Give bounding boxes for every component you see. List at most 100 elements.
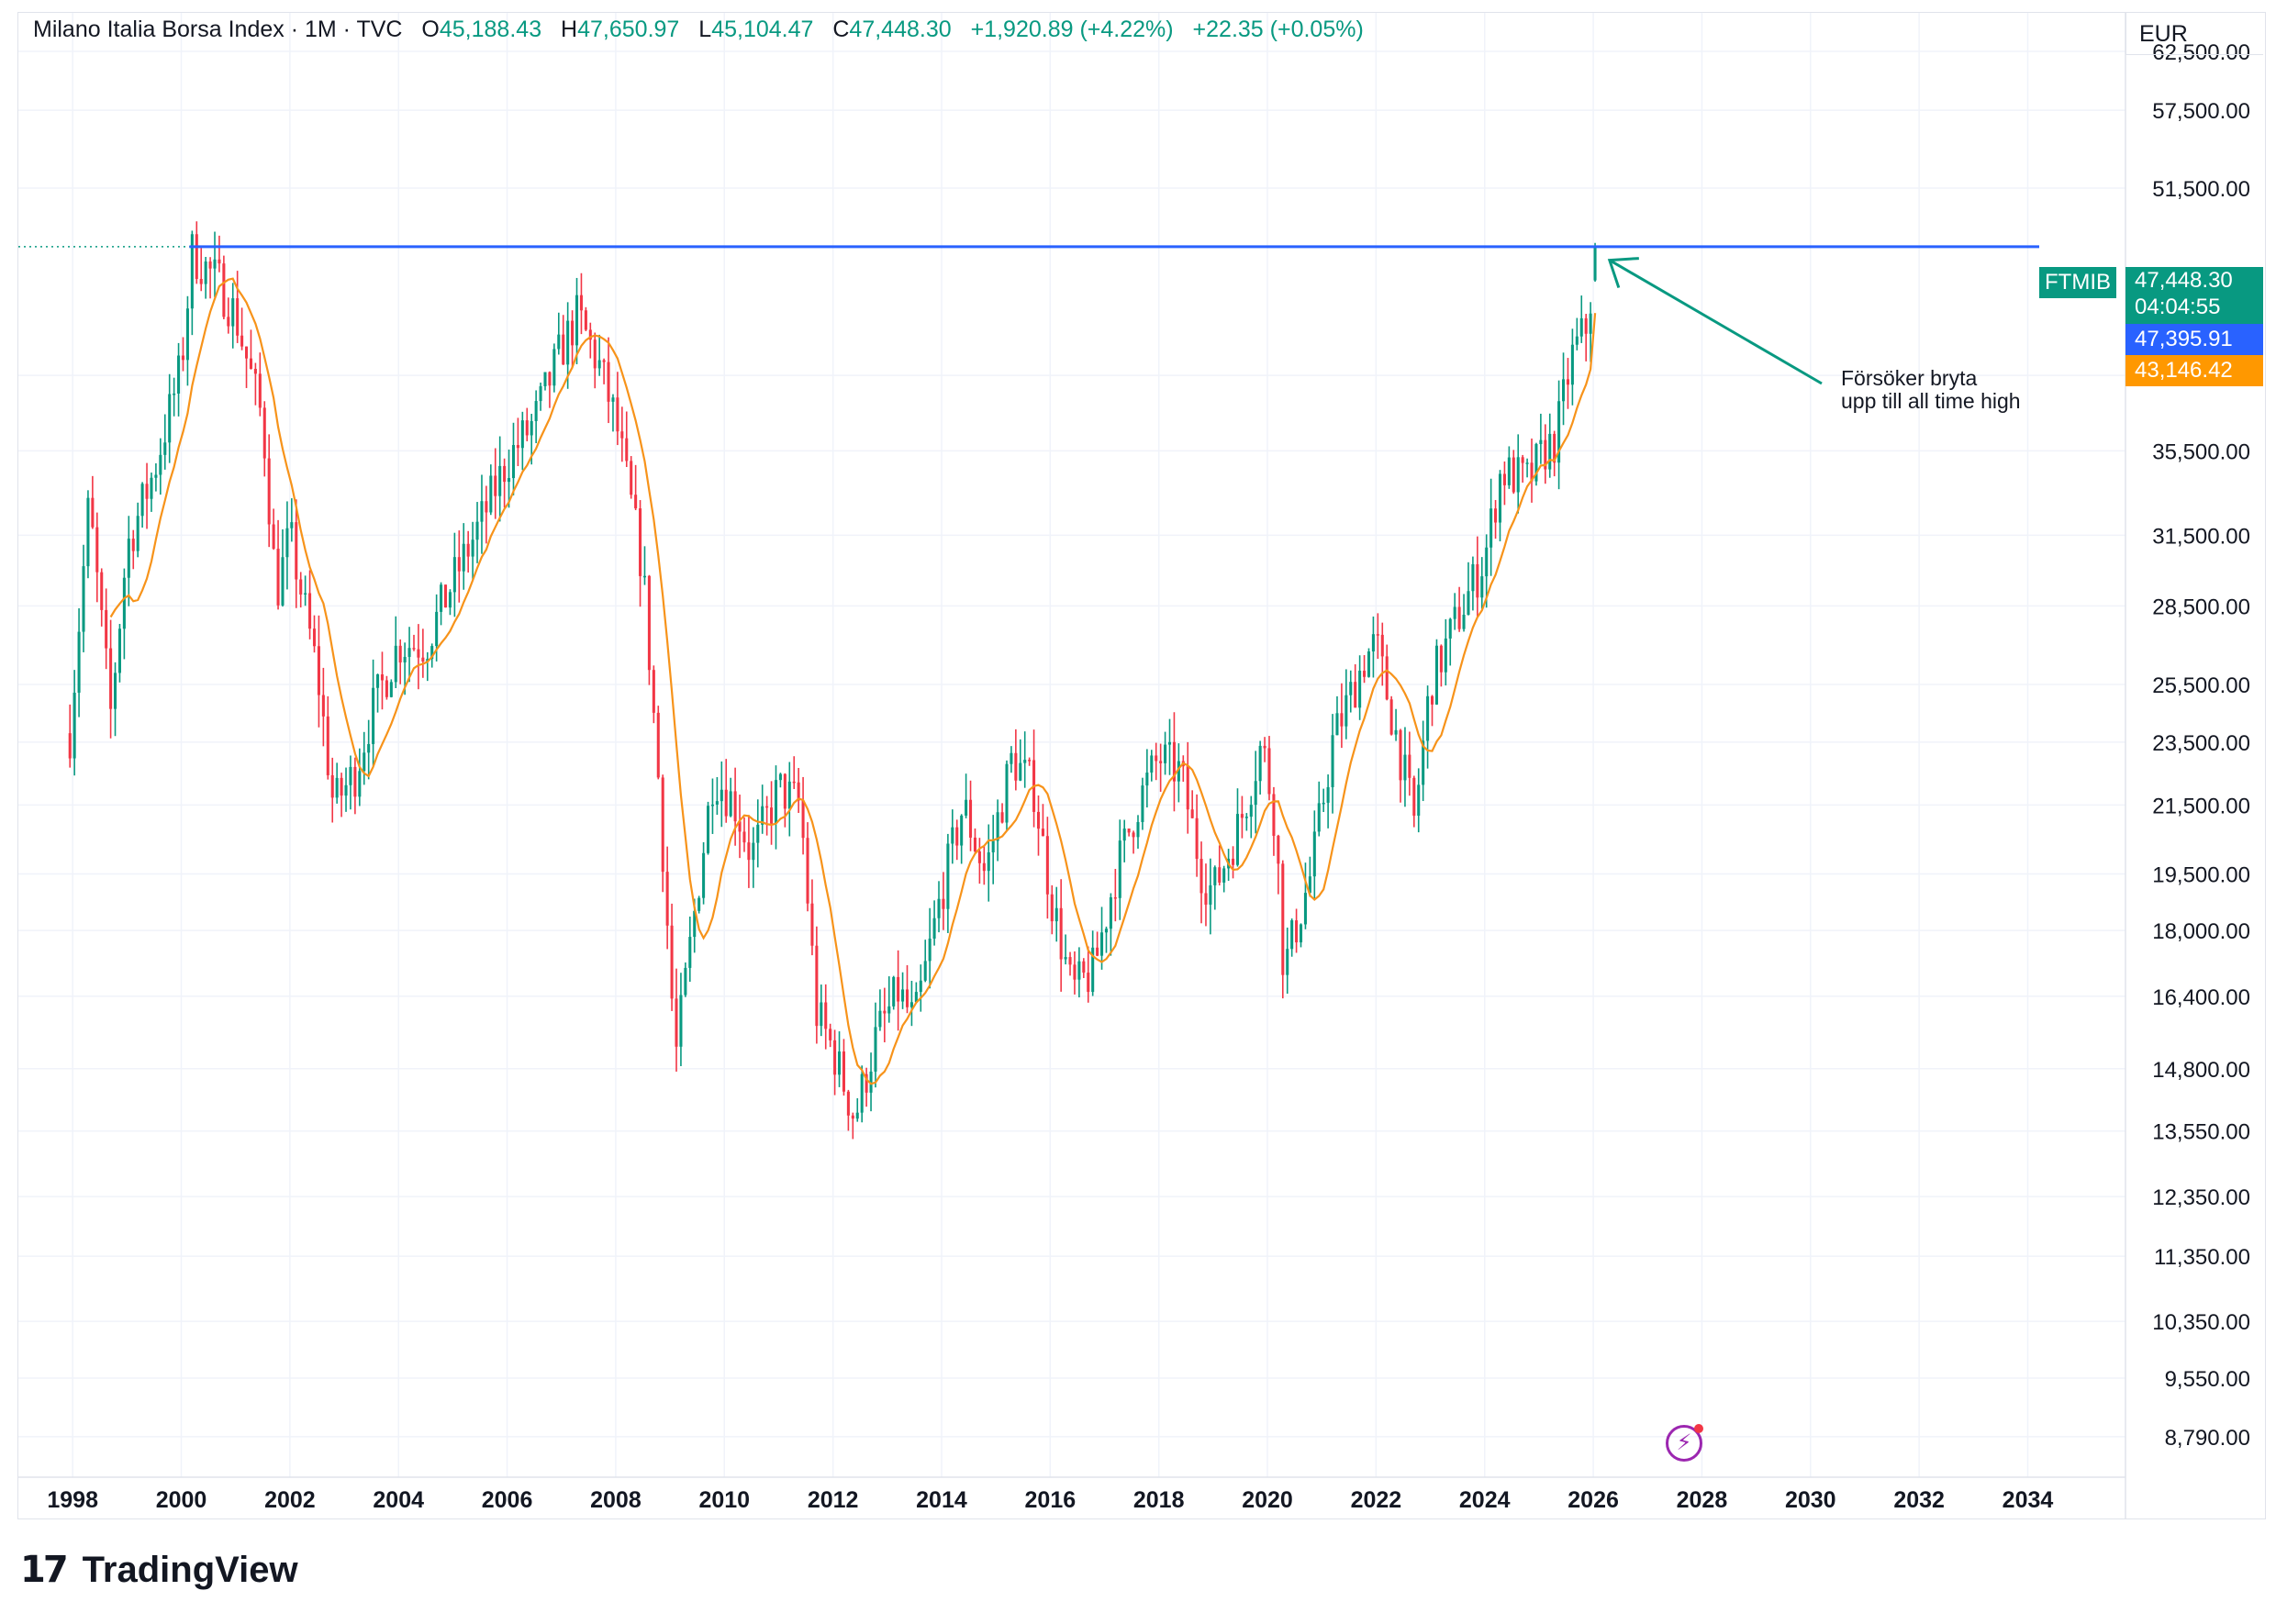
- candle-body: [1444, 638, 1447, 673]
- candle-body: [897, 976, 900, 1002]
- candle-body: [1068, 957, 1072, 965]
- candle-body: [616, 397, 619, 432]
- candle-body: [579, 295, 583, 311]
- candle-body: [1467, 591, 1470, 616]
- candle-body: [190, 234, 194, 309]
- candle-body: [1272, 794, 1276, 836]
- candle-body: [462, 543, 465, 572]
- candle-body: [539, 385, 542, 402]
- candle-body: [1087, 973, 1090, 993]
- candle-body: [380, 674, 385, 681]
- candle-body: [865, 1073, 868, 1093]
- candle-body: [652, 670, 655, 713]
- lightning-icon[interactable]: ⚡: [1666, 1424, 1703, 1462]
- candle-body: [1434, 645, 1438, 705]
- candle-body: [82, 566, 85, 632]
- candle-body: [1439, 645, 1443, 673]
- candle-body: [1498, 473, 1502, 523]
- candle-body: [100, 572, 104, 610]
- candle-body: [253, 369, 257, 374]
- candle-body: [1232, 858, 1235, 865]
- candle-body: [919, 980, 922, 993]
- y-tick-label: 18,000.00: [2152, 919, 2250, 944]
- candle-body: [706, 806, 710, 853]
- candle-body: [95, 527, 99, 573]
- candle-body: [231, 298, 235, 327]
- candle-body: [987, 851, 990, 872]
- candle-body: [588, 329, 592, 340]
- tradingview-logo[interactable]: 17 TradingView: [20, 1549, 298, 1591]
- candle-body: [150, 477, 153, 499]
- tradingview-mark: 17: [20, 1549, 69, 1591]
- candle-body: [185, 308, 189, 361]
- candle-body: [937, 898, 941, 918]
- symbol-title[interactable]: Milano Italia Borsa Index · 1M · TVC: [33, 17, 403, 42]
- candle-body: [607, 362, 610, 402]
- candle-body: [820, 1002, 823, 1027]
- candle-body: [1054, 907, 1058, 922]
- candle-body: [1408, 754, 1411, 778]
- change-value: +1,920.89 (+4.22%): [970, 17, 1174, 42]
- candle-body: [1431, 695, 1434, 705]
- candle-body: [1462, 615, 1466, 629]
- x-tick-label: 2004: [373, 1487, 424, 1513]
- candle-body: [525, 420, 529, 436]
- currency-button[interactable]: EUR: [2125, 13, 2263, 55]
- candle-body: [398, 645, 402, 663]
- candle-body: [996, 812, 999, 841]
- candle-body: [1489, 508, 1493, 548]
- last-price-tag: 47,448.30 04:04:55: [2125, 267, 2263, 324]
- candle-body: [494, 475, 497, 496]
- candle-body: [1570, 344, 1574, 385]
- horizontal-line-tag: 47,395.91: [2125, 324, 2263, 355]
- candle-body: [249, 358, 252, 370]
- candle-body: [630, 461, 633, 495]
- x-tick-label: 2014: [916, 1487, 967, 1513]
- chart-frame[interactable]: [17, 12, 2266, 1519]
- candle-body: [661, 777, 664, 873]
- candle-body: [1100, 932, 1104, 956]
- candle-body: [1557, 401, 1561, 463]
- y-tick-label: 31,500.00: [2152, 524, 2250, 549]
- candle-body: [1204, 893, 1208, 905]
- x-tick-label: 2002: [264, 1487, 316, 1513]
- candle-body: [928, 938, 932, 962]
- close-value: 47,448.30: [849, 17, 952, 42]
- candle-body: [208, 261, 212, 269]
- candle-body: [715, 801, 719, 805]
- candle-body: [1244, 817, 1248, 818]
- candle-body: [656, 712, 660, 778]
- candle-body: [308, 593, 312, 629]
- candle-body: [1326, 786, 1330, 803]
- candle-body: [1548, 433, 1552, 470]
- candle-body: [1340, 713, 1344, 727]
- candle-body: [1367, 651, 1371, 677]
- candle-body: [163, 442, 167, 455]
- candle-body: [977, 851, 981, 863]
- candle-body: [1476, 563, 1479, 598]
- annotation-text[interactable]: Försöker bryta upp till all time high: [1841, 367, 2021, 413]
- candle-body: [1050, 894, 1054, 922]
- candle-body: [639, 508, 642, 576]
- symbol-tag: FTMIB: [2039, 267, 2116, 298]
- candle-body: [1249, 805, 1253, 818]
- countdown-value: 04:04:55: [2135, 295, 2221, 319]
- candle-body: [887, 1006, 891, 1014]
- candle-body: [452, 557, 456, 593]
- candle-body: [1525, 462, 1529, 464]
- candle-body: [430, 646, 434, 660]
- candle-body: [1073, 964, 1077, 980]
- candle-body: [295, 522, 298, 580]
- y-tick-label: 57,500.00: [2152, 99, 2250, 124]
- annotation-line-1: Försöker bryta: [1841, 366, 1978, 390]
- x-tick-label: 2032: [1893, 1487, 1945, 1513]
- candle-body: [765, 806, 769, 808]
- candle-body: [1218, 867, 1222, 883]
- candle-body: [1502, 473, 1506, 485]
- candle-body: [1164, 744, 1167, 763]
- candle-body: [394, 645, 397, 683]
- y-tick-label: 28,500.00: [2152, 595, 2250, 619]
- y-tick-label: 9,550.00: [2165, 1367, 2250, 1392]
- candle-body: [1312, 831, 1316, 877]
